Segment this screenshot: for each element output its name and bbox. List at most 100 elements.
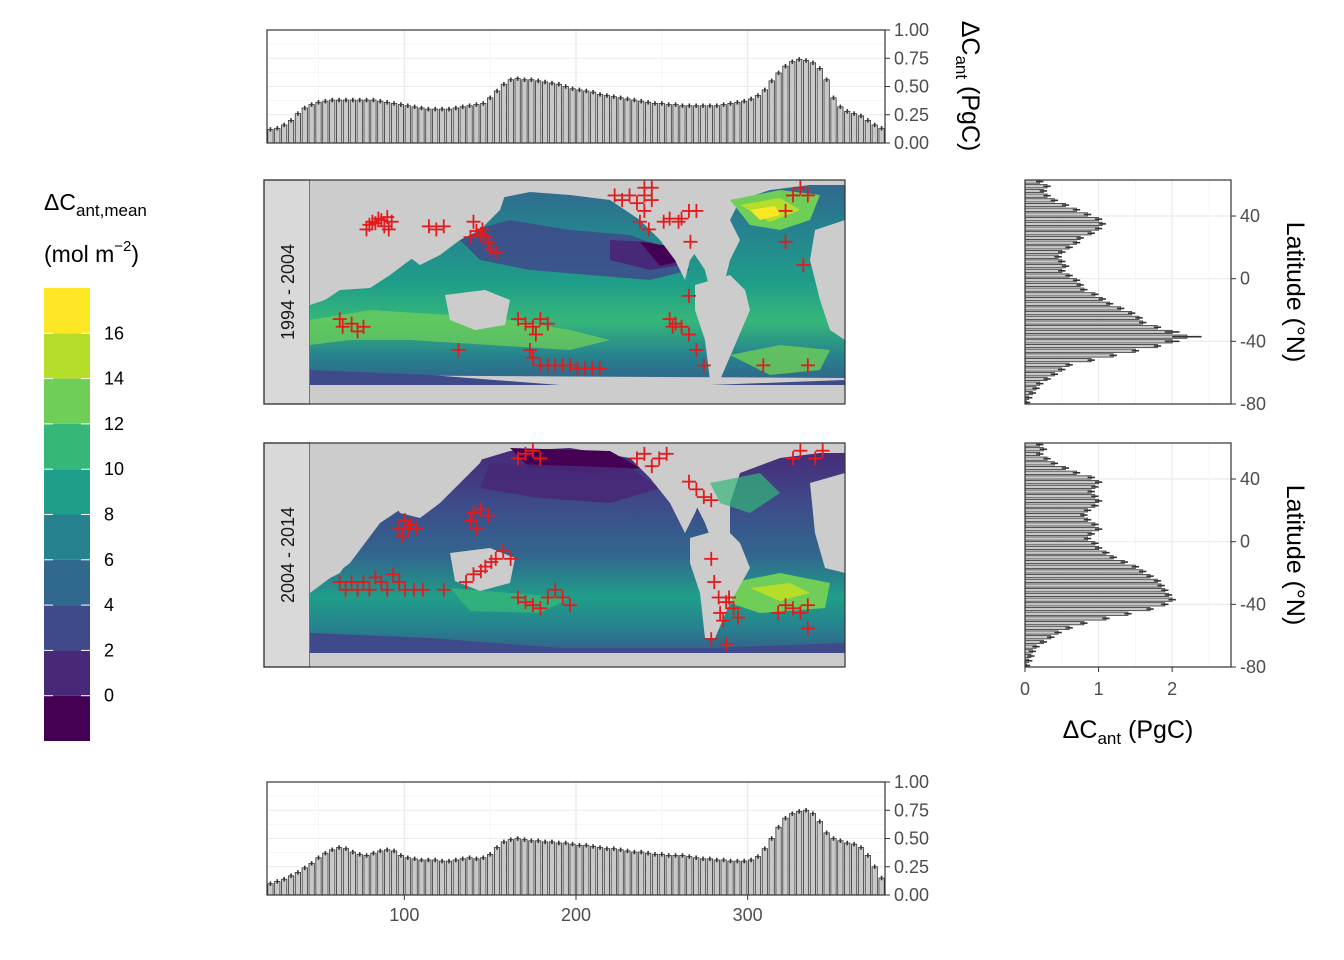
top-bar-24 xyxy=(432,108,439,144)
top-bar-26 xyxy=(445,108,453,144)
top-bar-85 xyxy=(851,113,858,144)
legend-label-2: 4 xyxy=(104,595,114,615)
observation-marker-16 xyxy=(392,575,407,590)
land-africa-west xyxy=(310,443,370,588)
observation-marker-13 xyxy=(466,214,481,229)
bot-bar-22 xyxy=(418,859,425,896)
bot-bar-42 xyxy=(555,842,562,896)
bot-bar-70 xyxy=(748,859,755,896)
mer1-bar-39 xyxy=(1024,625,1070,630)
mer0-bar-20 xyxy=(1024,273,1070,278)
top-bar-40 xyxy=(542,81,549,144)
mer0-bar-6 xyxy=(1024,207,1077,212)
top-bar-78 xyxy=(802,60,810,144)
bot-ytick-label-1: 0.25 xyxy=(894,857,929,877)
mer0-bar-40 xyxy=(1024,367,1063,372)
legend-bin-3 xyxy=(44,559,90,606)
mer1-bar-36 xyxy=(1024,611,1129,616)
bot-bar-73 xyxy=(768,838,775,896)
mer1-ytick-label-0: 40 xyxy=(1240,469,1260,489)
mer1-bar-41 xyxy=(1024,635,1052,640)
meridional-panel-2004-2014-y-title: Latitude (°N) xyxy=(1281,485,1309,626)
observation-marker-23 xyxy=(518,316,533,331)
meridional-axis-title-sub: ant xyxy=(1097,729,1121,748)
legend-label-8: 16 xyxy=(104,323,124,343)
zonal-panel-top-y-ticks: 0.00 0.25 0.50 0.75 1.00 xyxy=(885,20,929,153)
bot-bar-20 xyxy=(404,857,411,896)
bot-bar-51 xyxy=(617,849,624,896)
zonal-panel-bottom: 0.00 0.25 0.50 0.75 1.00 100 200 300 xyxy=(266,772,929,925)
mer0-bar-29 xyxy=(1024,315,1140,320)
mer0-bar-24 xyxy=(1024,292,1096,297)
observation-marker-24 xyxy=(525,319,540,334)
legend-unit-pre: (mol m xyxy=(44,241,114,267)
bot-bar-75 xyxy=(782,817,789,896)
legend-title-main: ΔC xyxy=(44,189,76,215)
observation-marker-22 xyxy=(466,567,481,582)
mer1-bar-21 xyxy=(1024,541,1096,546)
bot-bar-26 xyxy=(445,860,453,896)
bot-bar-4 xyxy=(294,872,301,896)
top-bar-3 xyxy=(287,120,295,144)
top-bar-27 xyxy=(452,107,459,144)
top-bar-38 xyxy=(528,79,535,144)
mer0-bar-26 xyxy=(1024,301,1111,306)
bot-xtick-label-0: 100 xyxy=(389,905,419,925)
observation-marker-28 xyxy=(503,551,518,566)
mer0-bar-41 xyxy=(1024,372,1055,377)
map-1994-2004 xyxy=(310,180,845,404)
bot-bar-84 xyxy=(844,842,851,896)
top-bar-17 xyxy=(384,101,391,144)
top-bar-28 xyxy=(459,106,466,144)
observation-marker-69 xyxy=(796,257,811,272)
observation-marker-73 xyxy=(332,312,347,327)
top-bar-58 xyxy=(665,104,672,144)
observation-marker-43 xyxy=(681,327,696,342)
meridional-x-ticks: 0 1 2 xyxy=(1020,667,1177,699)
bot-bar-11 xyxy=(342,848,350,896)
bot-bar-15 xyxy=(370,852,377,896)
legend-unit: (mol m−2) xyxy=(44,238,139,267)
mer0-bar-36 xyxy=(1024,348,1136,353)
legend-title-sub: ant,mean xyxy=(76,201,147,220)
mer1-bar-24 xyxy=(1024,555,1114,560)
mer1-bar-15 xyxy=(1024,513,1085,518)
top-bar-54 xyxy=(638,100,645,144)
bot-bar-24 xyxy=(432,859,439,896)
mer1-xtick-label-1: 1 xyxy=(1094,679,1104,699)
top-bar-18 xyxy=(390,103,398,144)
mer1-bar-9 xyxy=(1024,484,1096,489)
top-bar-6 xyxy=(308,104,315,144)
mer0-bar-39 xyxy=(1024,362,1070,367)
observation-marker-53 xyxy=(689,203,704,218)
mer1-bar-6 xyxy=(1024,470,1077,475)
top-bar-39 xyxy=(535,80,542,144)
mer0-ytick-label-3: -80 xyxy=(1240,394,1266,414)
bot-bar-14 xyxy=(363,855,370,896)
continents xyxy=(310,180,845,404)
observation-marker-49 xyxy=(652,451,667,466)
observation-marker-52 xyxy=(689,482,704,497)
top-bar-62 xyxy=(693,105,700,144)
bot-bar-78 xyxy=(802,809,810,896)
mer1-bar-37 xyxy=(1024,616,1107,621)
mer0-bar-9 xyxy=(1024,221,1103,226)
mer0-bar-28 xyxy=(1024,311,1133,316)
top-bar-57 xyxy=(658,103,665,144)
observation-marker-27 xyxy=(528,327,543,342)
legend-label-5: 10 xyxy=(104,459,124,479)
top-bar-45 xyxy=(576,89,583,144)
observation-marker-75 xyxy=(344,316,359,331)
top-bar-88 xyxy=(871,124,878,144)
bot-bar-85 xyxy=(851,843,858,896)
top-bar-7 xyxy=(315,101,322,144)
observation-marker-71 xyxy=(778,234,793,249)
mer0-bar-33 xyxy=(1024,334,1188,339)
observation-marker-73 xyxy=(793,443,808,458)
observation-marker-34 xyxy=(548,582,563,597)
top-bar-76 xyxy=(789,61,796,144)
observation-marker-65 xyxy=(778,203,793,218)
map-2004-2014 xyxy=(310,443,845,667)
bot-bar-65 xyxy=(713,859,720,896)
top-bar-31 xyxy=(480,103,487,144)
